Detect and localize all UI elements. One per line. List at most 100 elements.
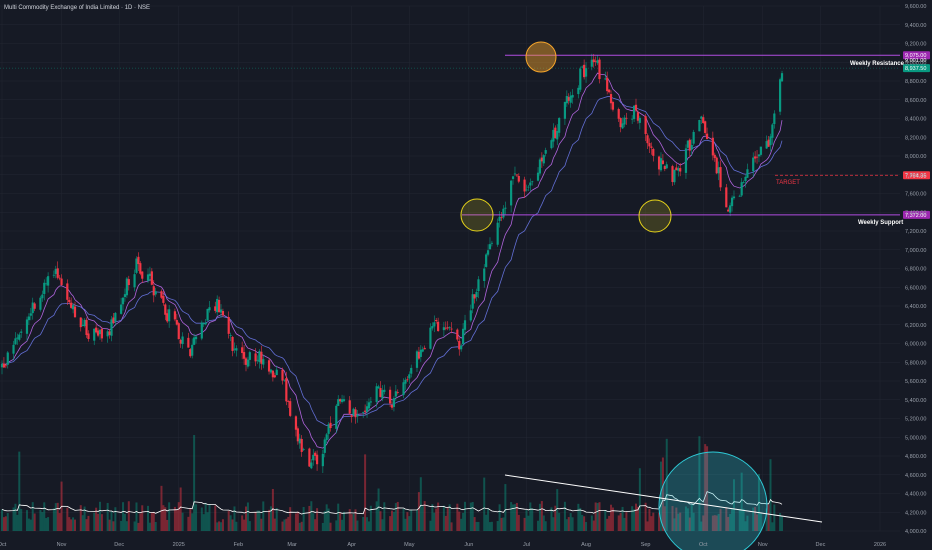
- volume-layer: [1, 435, 784, 531]
- x-tick-label: Jul: [523, 542, 530, 548]
- volume-bar: [504, 484, 507, 531]
- volume-bar: [147, 505, 150, 531]
- volume-bar: [218, 521, 221, 531]
- candle-body: [388, 389, 392, 404]
- y-tick-label: 5,200.00: [905, 417, 926, 423]
- volume-bar: [419, 477, 422, 531]
- candle-body: [177, 323, 180, 340]
- x-tick-label: 2026: [874, 542, 886, 548]
- volume-bar: [502, 517, 505, 531]
- candle-body: [56, 268, 59, 278]
- volume-bar: [719, 508, 722, 531]
- volume-bar: [673, 518, 676, 531]
- candle-body: [542, 155, 545, 164]
- candle-body: [260, 351, 263, 364]
- y-tick-label: 5,000.00: [905, 435, 926, 441]
- volume-bar: [135, 502, 138, 531]
- candle-body: [244, 358, 248, 365]
- volume-bar: [362, 516, 365, 531]
- volume-bar: [244, 506, 247, 531]
- candle-body: [754, 156, 757, 159]
- volume-bar: [189, 508, 192, 531]
- candle-body: [780, 73, 784, 82]
- candle-body: [510, 180, 513, 206]
- candle-body: [258, 351, 261, 363]
- volume-bar: [781, 516, 784, 531]
- volume-bar: [66, 507, 69, 531]
- x-tick-label: May: [404, 542, 415, 548]
- volume-bar: [100, 514, 103, 531]
- volume-bar: [590, 515, 593, 531]
- volume-bar: [611, 507, 614, 531]
- candle-body: [356, 414, 359, 417]
- volume-bar: [579, 507, 582, 531]
- volume-bar: [31, 502, 34, 531]
- candle-body: [33, 303, 36, 309]
- candle-body: [461, 328, 465, 345]
- x-tick-label: Aug: [581, 542, 591, 548]
- volume-bar: [114, 507, 117, 531]
- volume-bar: [485, 514, 488, 531]
- volume-bar: [200, 507, 203, 531]
- volume-bar: [275, 508, 278, 531]
- candle-body: [271, 370, 274, 378]
- candle-body: [638, 117, 641, 123]
- candle-body: [623, 117, 626, 125]
- candle-body: [477, 279, 480, 292]
- candle-body: [242, 352, 246, 359]
- candle-body: [83, 319, 86, 327]
- candle-body: [133, 274, 136, 288]
- volume-bar: [308, 505, 311, 531]
- y-tick-label: 6,600.00: [905, 285, 926, 291]
- candle-body: [160, 291, 163, 298]
- volume-bar: [421, 506, 424, 531]
- candle-body: [675, 167, 678, 171]
- candle-body: [554, 127, 557, 139]
- volume-bar: [175, 509, 178, 531]
- candle-body: [73, 306, 77, 318]
- candle-body: [606, 77, 609, 92]
- candle-body: [112, 317, 115, 323]
- volume-bar: [475, 521, 478, 531]
- candle-body: [571, 94, 574, 98]
- candle-body: [339, 399, 342, 402]
- candle-body: [325, 434, 328, 441]
- volume-bar: [742, 508, 745, 531]
- candle-body: [81, 324, 84, 327]
- candle-body: [634, 104, 638, 111]
- volume-bar: [206, 512, 209, 531]
- candle-body: [362, 412, 365, 413]
- candle-body: [375, 386, 378, 402]
- candle-body: [364, 410, 367, 412]
- volume-bar: [442, 505, 445, 531]
- volume-bar: [122, 502, 125, 531]
- candle-body: [531, 181, 534, 183]
- x-tick-label: Sep: [641, 542, 651, 548]
- volume-bar: [352, 514, 355, 531]
- candle-body: [746, 169, 749, 178]
- y-tick-label: 8,800.00: [905, 79, 926, 85]
- candle-body: [596, 60, 599, 64]
- candle-body: [665, 164, 668, 169]
- candle-body: [631, 118, 634, 120]
- candle-body: [194, 336, 198, 340]
- volume-bar: [392, 511, 395, 531]
- volume-bar: [644, 502, 647, 531]
- candle-body: [406, 379, 409, 381]
- volume-bar: [537, 520, 540, 531]
- candle-body: [281, 369, 284, 381]
- volume-bar: [316, 508, 319, 531]
- candle-body: [773, 113, 776, 125]
- ma-fast-line: [1, 72, 783, 449]
- volume-bar: [179, 487, 182, 531]
- candle-body: [604, 78, 607, 80]
- volume-bar: [327, 508, 330, 531]
- volume-bar: [665, 438, 668, 531]
- candle-body: [68, 299, 71, 303]
- volume-bar: [262, 501, 265, 531]
- volume-bar: [377, 488, 380, 531]
- volume-bar: [39, 509, 42, 531]
- volume-bar: [310, 501, 313, 531]
